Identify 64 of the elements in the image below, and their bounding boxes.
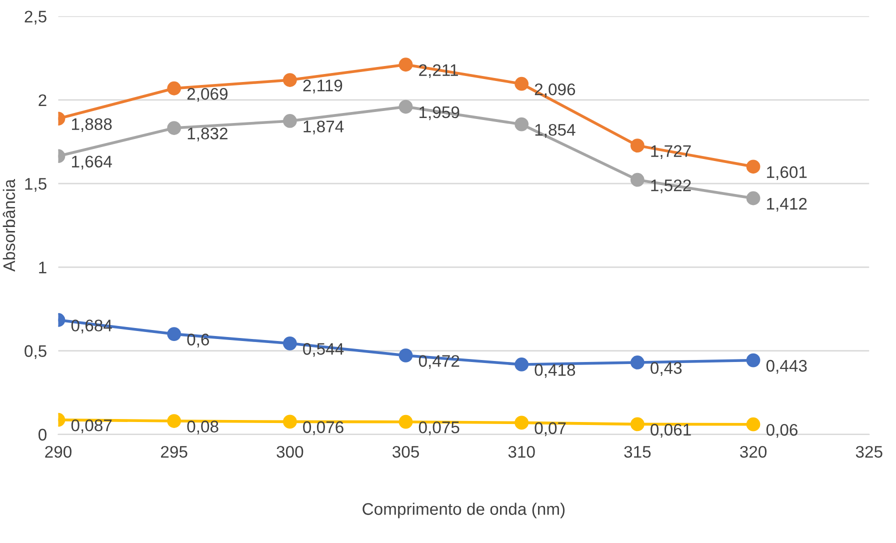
data-label: 0,443 [766, 360, 807, 374]
y-tick-label: 0,5 [24, 345, 46, 359]
data-label: 2,069 [187, 88, 228, 102]
point [630, 356, 644, 370]
point [514, 117, 529, 132]
point [746, 191, 760, 206]
point [167, 414, 182, 428]
x-tick-label: 295 [161, 446, 188, 458]
data-label: 2,119 [303, 80, 342, 94]
x-tick-label: 320 [740, 446, 767, 458]
point [746, 353, 760, 368]
data-label: 0,43 [650, 362, 682, 376]
point [282, 73, 297, 87]
point [398, 58, 413, 72]
data-label: 0,07 [534, 422, 566, 436]
data-label: 1,601 [767, 166, 807, 180]
point [630, 138, 644, 153]
data-label: 1,664 [72, 156, 112, 170]
data-label: 1,959 [420, 106, 460, 120]
point [282, 336, 297, 350]
data-label: 1,854 [535, 124, 576, 138]
x-tick-label: 315 [624, 446, 651, 458]
data-label: 0,6 [187, 334, 210, 348]
point [514, 76, 529, 91]
x-tick-label: 300 [276, 446, 304, 458]
x-tick-label: 325 [856, 446, 882, 458]
point [398, 100, 413, 114]
y-axis-title: Absorbância [2, 179, 16, 272]
data-label: 0,06 [766, 424, 798, 438]
data-label: 0,075 [418, 421, 460, 436]
data-label: 0,076 [303, 421, 344, 436]
x-tick-label: 310 [508, 446, 535, 458]
point [167, 121, 182, 135]
point [630, 417, 644, 432]
point [514, 416, 529, 430]
data-label: 0,418 [534, 364, 576, 378]
x-tick-label: 305 [392, 446, 419, 458]
data-label: 0,087 [71, 419, 112, 434]
y-tick-label: 1,5 [25, 178, 46, 192]
data-label: 2,096 [534, 83, 576, 98]
data-label: 1,832 [188, 128, 228, 142]
point [746, 417, 760, 432]
point [398, 348, 413, 362]
data-label: 1,888 [72, 118, 112, 132]
x-axis-title: Comprimento de onda (nm) [362, 502, 565, 518]
point [514, 358, 529, 372]
data-label: 1,874 [304, 120, 344, 134]
point [167, 81, 182, 96]
data-label: 0,472 [418, 355, 460, 369]
y-tick-label: 1 [39, 262, 46, 274]
data-label: 1,522 [651, 179, 691, 194]
y-tick-label: 2 [38, 94, 46, 106]
x-tick-label: 290 [45, 446, 72, 458]
point [746, 160, 760, 174]
point [167, 327, 182, 341]
data-label: 0,08 [187, 420, 218, 434]
point [282, 114, 297, 128]
y-tick-label: 2,5 [24, 10, 46, 24]
point [398, 414, 413, 429]
data-label: 0,061 [650, 424, 691, 438]
point [282, 414, 297, 429]
data-label: 1,412 [767, 198, 807, 212]
y-tick-label: 0 [38, 428, 46, 441]
point [630, 172, 644, 187]
